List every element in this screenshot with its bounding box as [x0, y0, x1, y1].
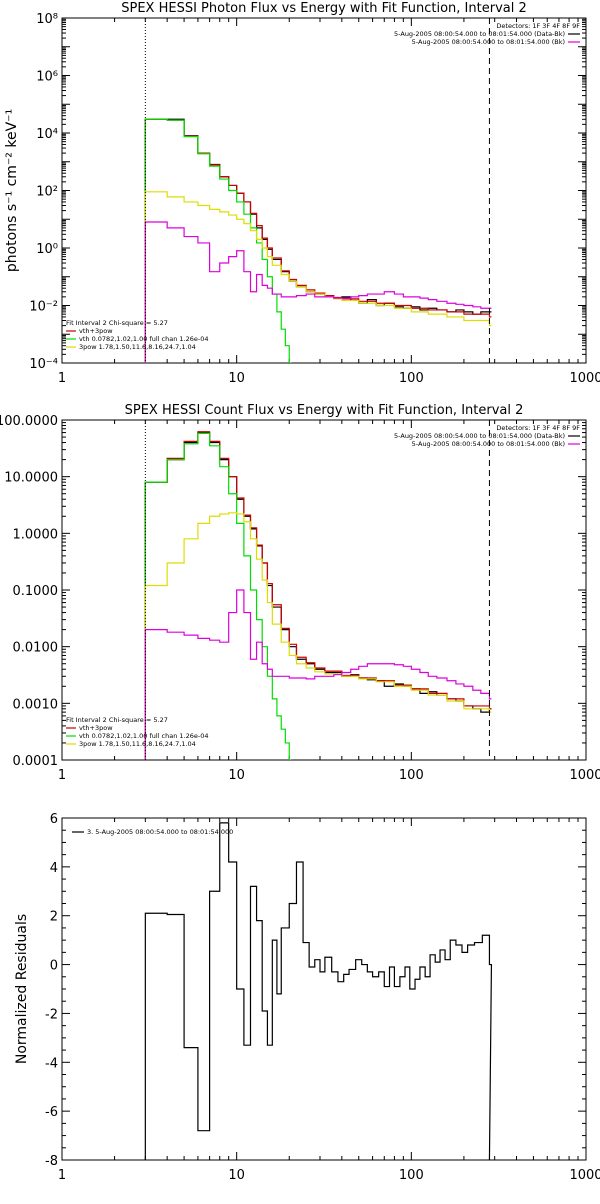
legend-entry: 3pow 1.78,1.50,11.6,8.16,24.7,1.04 — [79, 740, 196, 748]
panel-1: 1 10 100 1000 10⁻⁴ 10⁻² 10⁰ 10² 10⁴ 10⁶ 10⁸ SPEX HE… — [4, 1, 600, 386]
x-tick-label: 1000 — [569, 371, 600, 386]
legend-entry: 3pow 1.78,1.50,11.6,8.16,24.7,1.04 — [79, 343, 196, 351]
legend-entry: vth+3pow — [79, 327, 113, 335]
series-line-5 — [144, 221, 492, 363]
series-line-4 — [144, 191, 492, 363]
chart-title: SPEX HESSI Photon Flux vs Energy with Fi… — [121, 1, 527, 16]
series-line-4 — [144, 512, 492, 760]
x-tick-label: 100 — [399, 371, 424, 386]
plot-area — [144, 118, 492, 363]
series-line-3 — [144, 432, 292, 760]
x-tick-label: 1 — [58, 768, 66, 783]
y-tick-label: -6 — [45, 1105, 58, 1120]
y-tick-label: 0 — [50, 959, 58, 974]
legend-fit-info: Fit Interval 2 Chi-square = 5.27 — [66, 319, 168, 327]
y-tick-label: 10.0000 — [4, 471, 58, 486]
panel-2: 1 10 100 1000 0.0001 0.0010 0.0100 0.1000 1.0000… — [0, 403, 600, 783]
legend-fit-info: Fit Interval 2 Chi-square = 5.27 — [66, 716, 168, 724]
series-line-1 — [144, 431, 492, 760]
x-tick-label: 10 — [228, 768, 245, 783]
y-tick-label: 0.1000 — [13, 584, 59, 599]
x-tick-label: 100 — [399, 768, 424, 783]
y-tick-label: 0.0010 — [13, 697, 59, 712]
plot-area — [144, 431, 492, 760]
y-tick-label: 0.0001 — [13, 754, 59, 769]
y-tick-label: 1.0000 — [13, 527, 59, 542]
x-tick-label: 1000 — [569, 768, 600, 783]
legend-entry: 5-Aug-2005 08:00:54.000 to 08:01:54.000 … — [394, 30, 565, 38]
legend-entry: 5-Aug-2005 08:00:54.000 to 08:01:54.000 … — [412, 38, 565, 46]
plot-frame — [61, 17, 587, 364]
y-tick-label: -4 — [45, 1056, 58, 1071]
x-tick-label: 10 — [228, 371, 245, 386]
y-tick-label: 10² — [36, 185, 58, 200]
y-tick-label: 10⁶ — [36, 70, 58, 85]
y-axis-label: photons s⁻¹ cm⁻² keV⁻¹ — [4, 109, 20, 272]
series-line-2 — [144, 118, 492, 363]
x-tick-label: 1 — [58, 371, 66, 386]
plot-frame — [61, 419, 587, 761]
legend-entry: vth+3pow — [79, 724, 113, 732]
legend-detectors: Detectors: 1F 3F 4F 8F 9F — [496, 22, 580, 30]
x-tick-label: 10 — [228, 1168, 245, 1183]
y-tick-label: 10⁴ — [36, 127, 58, 142]
y-tick-label: 2 — [50, 910, 58, 925]
series-line-5 — [144, 589, 492, 760]
y-tick-label: 10⁻⁴ — [29, 357, 58, 372]
y-tick-label: -8 — [45, 1154, 58, 1169]
y-tick-label: 100.0000 — [0, 414, 58, 429]
legend-entry: 5-Aug-2005 08:00:54.000 to 08:01:54.000 … — [394, 432, 565, 440]
y-tick-label: 6 — [50, 812, 58, 827]
y-tick-label: 4 — [50, 861, 58, 876]
x-tick-label: 100 — [399, 1168, 424, 1183]
x-tick-label: 1 — [58, 1168, 66, 1183]
series-line-1 — [144, 822, 493, 1160]
chart-title: SPEX HESSI Count Flux vs Energy with Fit… — [125, 403, 524, 418]
legend-entry: vth 0.0782,1.02,1.00 full chan 1.26e-04 — [79, 335, 209, 343]
y-axis-label: Normalized Residuals — [14, 914, 30, 1064]
panel-3: 1 10 100 1000 -8 -6 -4 -2 0 2 4 6 Normalized Residua… — [14, 812, 600, 1183]
legend-entry: 3. 5-Aug-2005 08:00:54.000 to 08:01:54.0… — [87, 828, 233, 836]
y-tick-label: 10⁸ — [36, 12, 58, 27]
legend-detectors: Detectors: 1F 3F 4F 8F 9F — [496, 424, 580, 432]
plot-frame — [61, 817, 587, 1161]
y-tick-label: 10⁰ — [36, 242, 58, 257]
legend-entry: vth 0.0782,1.02,1.00 full chan 1.26e-04 — [79, 732, 209, 740]
series-line-1 — [144, 118, 492, 363]
plot-area — [144, 822, 493, 1160]
y-tick-label: 0.0100 — [13, 641, 59, 656]
series-line-2 — [144, 431, 492, 760]
y-tick-label: -2 — [45, 1007, 58, 1022]
series-line-3 — [144, 118, 292, 363]
legend-entry: 5-Aug-2005 08:00:54.000 to 08:01:54.000 … — [412, 440, 565, 448]
x-tick-label: 1000 — [569, 1168, 600, 1183]
y-tick-label: 10⁻² — [29, 300, 58, 315]
